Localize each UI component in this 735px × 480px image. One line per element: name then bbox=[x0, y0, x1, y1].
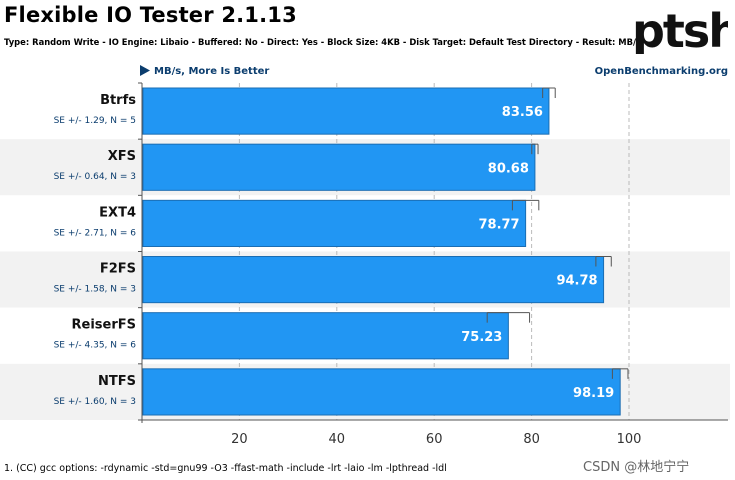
se-label: SE +/- 2.71, N = 6 bbox=[54, 228, 137, 238]
bar-xfs bbox=[142, 143, 536, 191]
se-label: SE +/- 1.58, N = 3 bbox=[54, 285, 136, 295]
x-tick-label: 100 bbox=[617, 432, 642, 447]
bar-ntfs bbox=[142, 368, 621, 416]
category-label: Btrfs bbox=[100, 93, 136, 108]
x-tick-label: 80 bbox=[523, 432, 540, 447]
value-label: 94.78 bbox=[556, 274, 597, 289]
se-label: SE +/- 1.29, N = 5 bbox=[54, 116, 136, 126]
bar-btrfs bbox=[142, 87, 550, 135]
bar-ext4 bbox=[142, 199, 527, 247]
value-label: 75.23 bbox=[461, 330, 502, 345]
value-label: 98.19 bbox=[573, 386, 614, 401]
category-label: F2FS bbox=[100, 262, 136, 277]
source-label: OpenBenchmarking.org bbox=[595, 66, 728, 77]
se-label: SE +/- 1.60, N = 3 bbox=[54, 397, 136, 407]
chart-subtitle: Type: Random Write - IO Engine: Libaio -… bbox=[4, 37, 642, 47]
x-tick-label: 60 bbox=[426, 432, 443, 447]
bar-f2fs bbox=[142, 256, 605, 304]
category-label: XFS bbox=[108, 149, 136, 164]
unit-label: MB/s, More Is Better bbox=[154, 66, 269, 77]
value-label: 80.68 bbox=[488, 161, 529, 176]
watermark: CSDN @林地宁宁 bbox=[583, 460, 690, 475]
se-label: SE +/- 4.35, N = 6 bbox=[54, 341, 137, 351]
category-label: NTFS bbox=[98, 374, 136, 389]
more-is-better-arrow-icon bbox=[140, 65, 150, 76]
x-tick-label: 20 bbox=[231, 432, 248, 447]
category-label: EXT4 bbox=[99, 205, 136, 220]
pts-logo-text: ptsh bbox=[632, 4, 728, 54]
value-label: 78.77 bbox=[478, 217, 519, 232]
x-tick-label: 40 bbox=[329, 432, 346, 447]
category-label: ReiserFS bbox=[72, 318, 137, 333]
value-label: 83.56 bbox=[502, 105, 543, 120]
footnote: 1. (CC) gcc options: -rdynamic -std=gnu9… bbox=[4, 463, 447, 474]
bar-reiserfs bbox=[142, 312, 509, 360]
pts-logo: ptsh bbox=[632, 4, 728, 54]
se-label: SE +/- 0.64, N = 3 bbox=[54, 172, 136, 182]
chart-title: Flexible IO Tester 2.1.13 bbox=[4, 3, 297, 27]
